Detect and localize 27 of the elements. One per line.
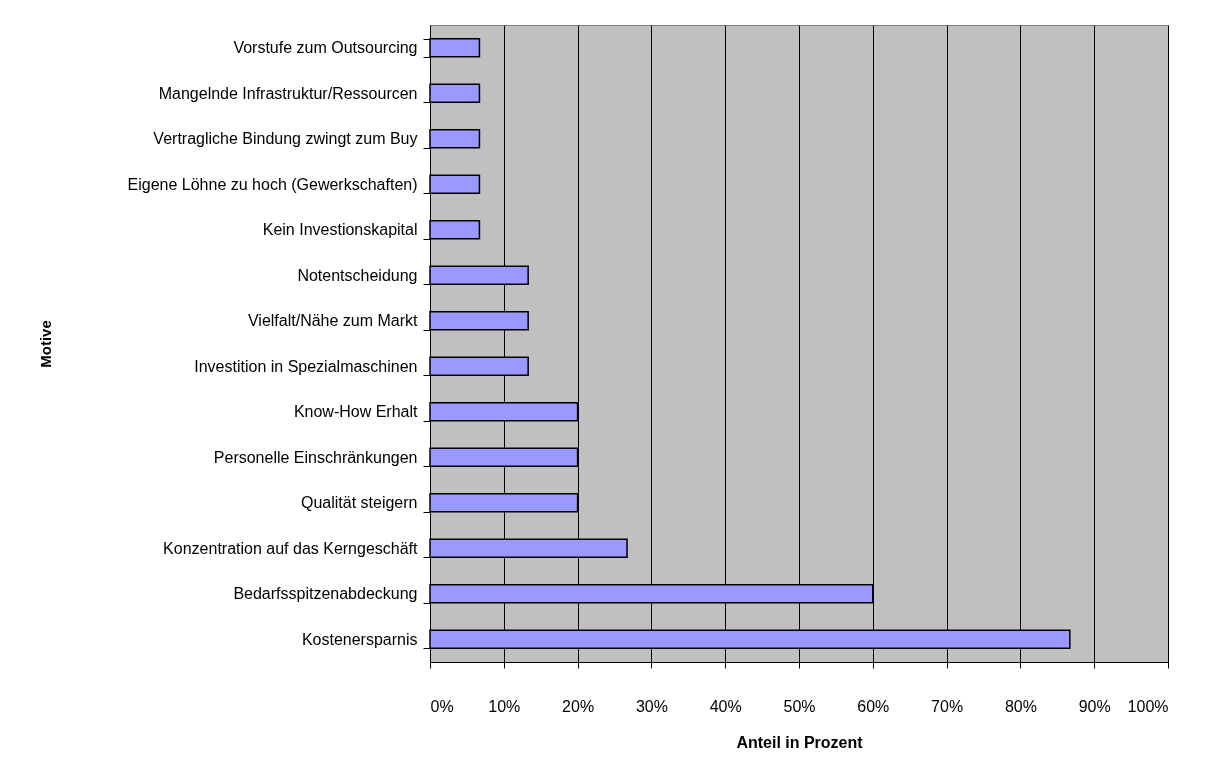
y-tick-label: Bedarfsspitzenabdeckung — [233, 585, 418, 603]
x-tick-label: 50% — [783, 697, 816, 715]
y-tick-label: Kein Investionskapital — [262, 221, 418, 239]
x-axis-title: Anteil in Prozent — [736, 733, 864, 751]
y-tick-label: Vielfalt/Nähe zum Markt — [247, 312, 419, 330]
y-tick-label: Investition in Spezialmaschinen — [194, 357, 418, 375]
y-tick-label: Konzentration auf das Kerngeschäft — [163, 539, 419, 557]
y-tick-label: Notentscheidung — [297, 266, 418, 284]
x-tick-label: 10% — [488, 697, 521, 715]
x-tick-label: 70% — [931, 697, 964, 715]
x-tick-label: 20% — [562, 697, 595, 715]
x-tick-label: 60% — [857, 697, 890, 715]
y-tick-label: Vertragliche Bindung zwingt zum Buy — [153, 130, 418, 148]
x-tick-label: 30% — [635, 697, 668, 715]
y-tick-label: Know-How Erhalt — [293, 403, 419, 421]
y-tick-label: Personelle Einschränkungen — [213, 448, 418, 466]
x-tick-label: 0% — [430, 697, 454, 715]
y-tick-label: Vorstufe zum Outsourcing — [233, 39, 418, 57]
y-tick-label: Kostenersparnis — [301, 630, 418, 648]
x-tick-label: 40% — [709, 697, 742, 715]
x-tick-label: 100% — [1127, 697, 1169, 715]
y-tick-label: Qualität steigern — [300, 494, 418, 512]
x-tick-label: 80% — [1004, 697, 1037, 715]
y-axis-title: Motive — [36, 320, 54, 368]
y-tick-label: Mangelnde Infrastruktur/Ressourcen — [158, 84, 418, 102]
y-tick-label: Eigene Löhne zu hoch (Gewerkschaften) — [127, 175, 418, 193]
x-tick-label: 90% — [1078, 697, 1111, 715]
